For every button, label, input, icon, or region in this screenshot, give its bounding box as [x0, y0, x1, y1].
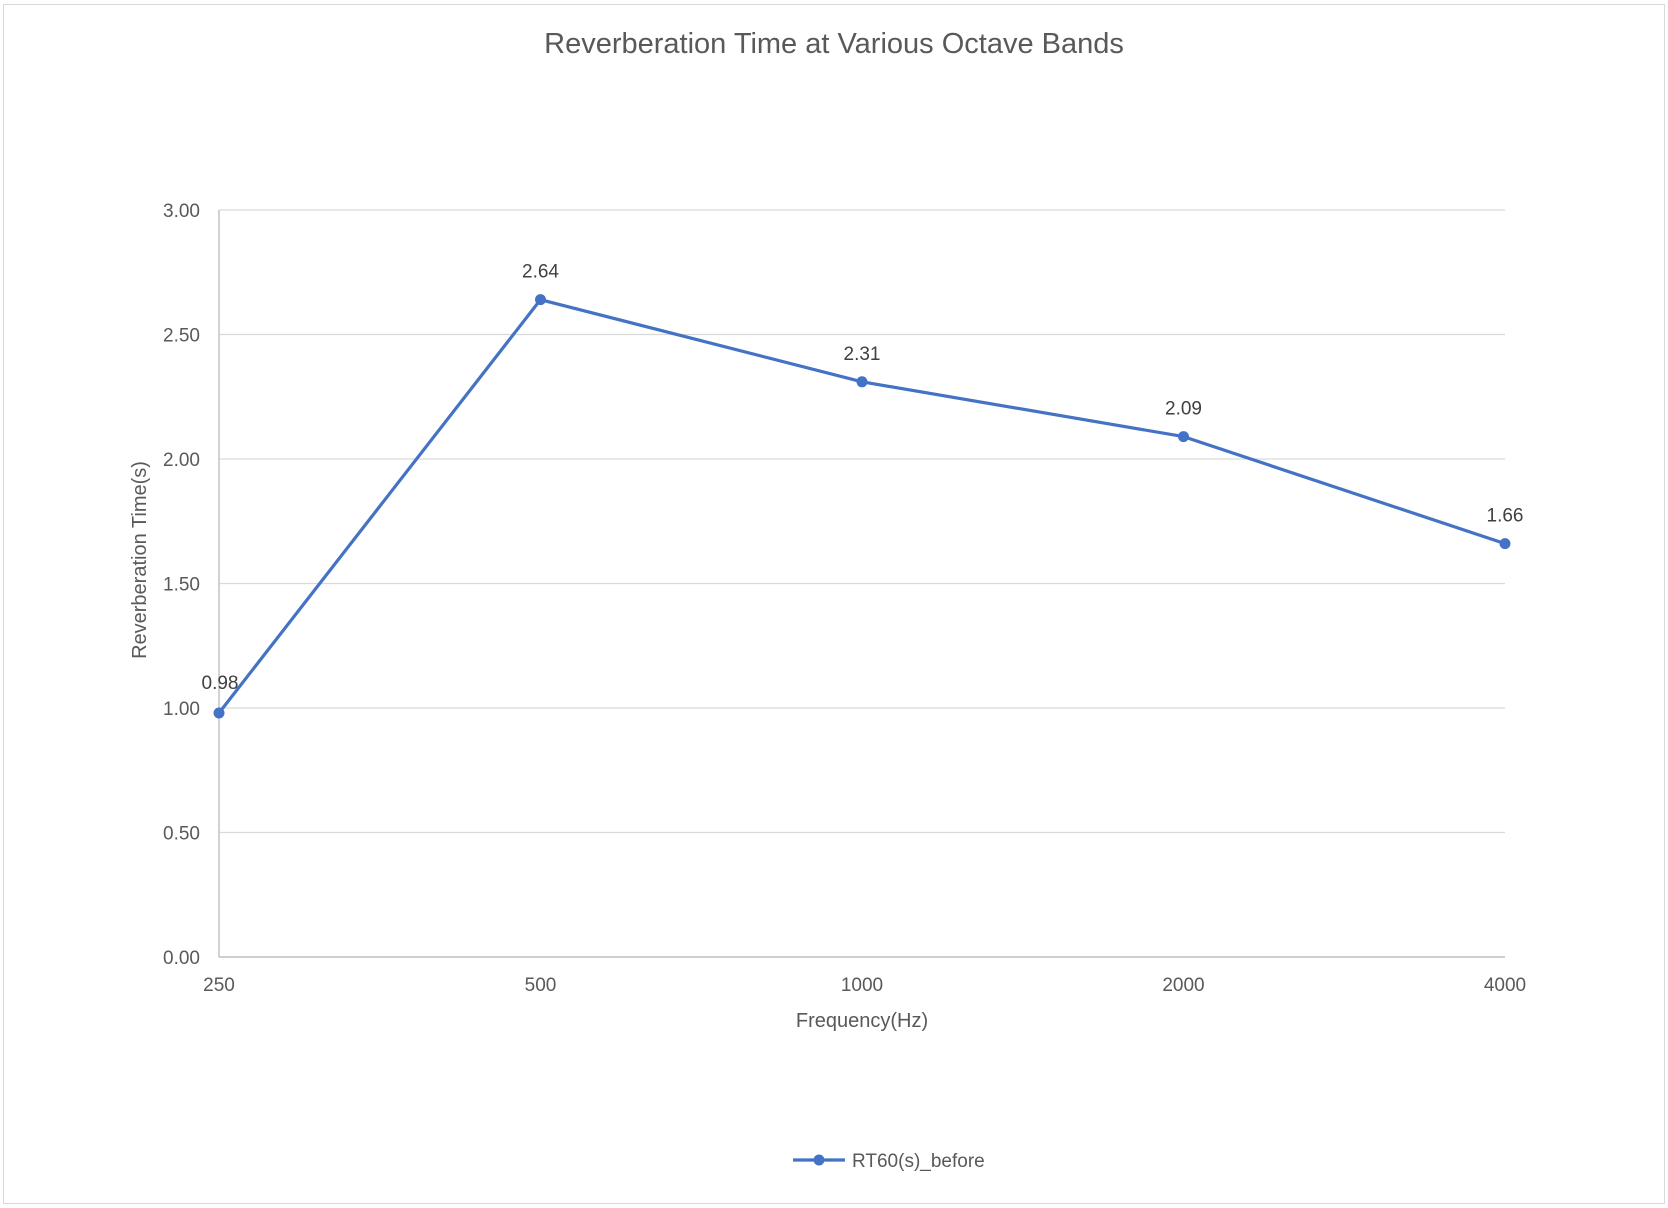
x-tick-label: 250 — [203, 975, 235, 996]
x-axis-title: Frequency(Hz) — [796, 1010, 928, 1032]
x-tick-label: 4000 — [1484, 975, 1526, 996]
data-point — [856, 376, 868, 388]
data-label: 0.98 — [202, 673, 239, 694]
x-tick-label: 500 — [525, 975, 557, 996]
data-point — [213, 707, 225, 719]
legend: RT60(s)_before — [793, 1151, 985, 1172]
y-tick-label: 1.50 — [163, 575, 200, 596]
data-labels: 0.98 2.64 2.31 2.09 1.66 — [202, 262, 1524, 694]
legend-marker — [813, 1154, 825, 1166]
y-tick-label: 1.00 — [163, 699, 200, 720]
data-label: 2.31 — [844, 344, 881, 365]
y-axis-title: Reverberation Time(s) — [129, 461, 151, 659]
gridlines — [219, 209, 1505, 834]
x-tick-label: 1000 — [841, 975, 883, 996]
data-point — [1499, 538, 1511, 550]
y-axis-tick-labels: 0.00 0.50 1.00 1.50 2.00 2.50 3.00 — [163, 201, 200, 969]
series-layer — [213, 294, 1511, 719]
legend-label: RT60(s)_before — [852, 1151, 985, 1172]
data-label: 2.64 — [522, 262, 559, 283]
y-tick-label: 2.00 — [163, 450, 200, 471]
y-tick-label: 0.50 — [163, 824, 200, 845]
chart-title: Reverberation Time at Various Octave Ban… — [544, 28, 1124, 60]
data-label: 1.66 — [1487, 506, 1524, 527]
y-tick-label: 3.00 — [163, 201, 200, 222]
y-tick-label: 0.00 — [163, 948, 200, 969]
data-point — [1178, 431, 1189, 443]
chart-frame — [3, 4, 1665, 1204]
data-label: 2.09 — [1165, 399, 1202, 420]
y-tick-label: 2.50 — [163, 326, 200, 347]
x-tick-label: 2000 — [1162, 975, 1204, 996]
x-axis-tick-labels: 250 500 1000 2000 4000 — [203, 975, 1526, 996]
data-point — [535, 294, 546, 306]
